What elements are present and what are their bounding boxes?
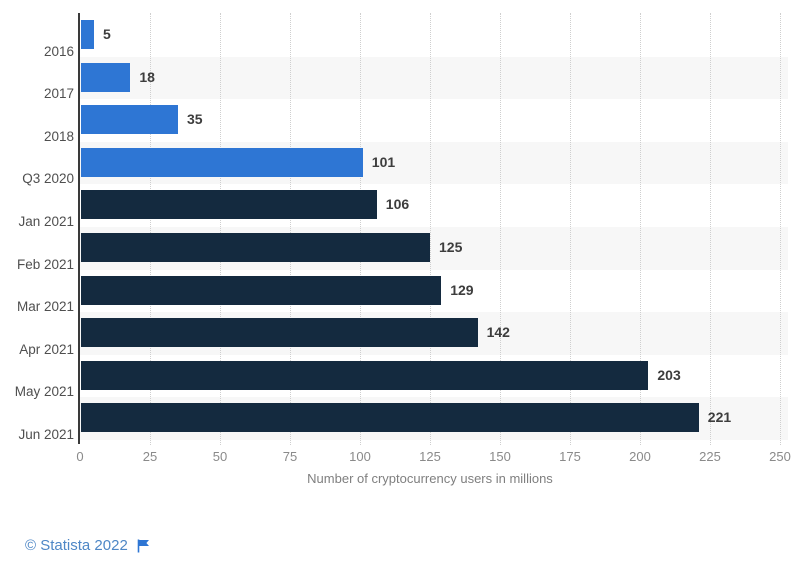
x-tick-label: 75 xyxy=(282,449,298,464)
value-label: 142 xyxy=(486,324,510,341)
gridline xyxy=(500,13,501,445)
category-label: Jan 2021 xyxy=(18,213,74,229)
gridline xyxy=(570,13,571,445)
x-tick-label: 25 xyxy=(142,449,158,464)
bar-apr-2021[interactable] xyxy=(81,318,478,348)
gridline xyxy=(780,13,781,445)
category-label: 2016 xyxy=(43,43,74,59)
value-label: 5 xyxy=(103,26,111,42)
gridline xyxy=(640,13,641,445)
x-tick-label: 225 xyxy=(699,449,721,464)
category-label: Feb 2021 xyxy=(16,256,74,272)
x-tick-label: 150 xyxy=(489,449,511,464)
gridline xyxy=(430,13,431,445)
category-label: Q3 2020 xyxy=(22,171,74,187)
category-label: Apr 2021 xyxy=(19,341,74,357)
gridline xyxy=(290,13,291,445)
chart-band xyxy=(80,14,788,57)
value-label: 203 xyxy=(657,366,681,383)
value-label: 106 xyxy=(385,196,410,213)
category-label: Jun 2021 xyxy=(18,426,74,442)
gridline xyxy=(710,13,711,445)
bar-jun-2021[interactable] xyxy=(81,403,699,433)
x-tick-label: 0 xyxy=(76,449,84,464)
x-tick-label: 50 xyxy=(212,449,228,464)
value-label: 129 xyxy=(450,281,474,298)
bar-2016[interactable] xyxy=(81,20,94,49)
x-tick-label: 250 xyxy=(769,449,791,464)
statista-attribution-link[interactable]: © Statista 2022 xyxy=(25,537,128,554)
category-label: 2018 xyxy=(43,128,74,144)
flag-icon[interactable] xyxy=(137,539,150,553)
value-label: 221 xyxy=(707,409,732,426)
x-tick-label: 100 xyxy=(349,449,371,464)
category-label: 2017 xyxy=(43,86,74,102)
gridline xyxy=(220,13,221,445)
chart-band xyxy=(80,99,788,142)
value-label: 101 xyxy=(371,153,396,170)
value-label: 18 xyxy=(139,68,155,85)
bar-mar-2021[interactable] xyxy=(81,275,442,305)
value-label: 35 xyxy=(187,111,203,128)
y-axis-line xyxy=(78,13,80,444)
bar-2018[interactable] xyxy=(81,105,178,135)
bar-q3-2020[interactable] xyxy=(81,147,363,177)
x-tick-label: 200 xyxy=(629,449,651,464)
category-label: May 2021 xyxy=(14,384,74,400)
gridline xyxy=(360,13,361,445)
value-label: 125 xyxy=(439,239,463,255)
bar-2017[interactable] xyxy=(81,62,131,92)
bar-may-2021[interactable] xyxy=(81,360,649,390)
chart-band xyxy=(80,56,788,100)
x-axis-title: Number of cryptocurrency users in millio… xyxy=(307,471,553,486)
bar-feb-2021[interactable] xyxy=(81,233,430,262)
x-tick-label: 125 xyxy=(419,449,441,464)
footer: © Statista 2022 xyxy=(25,537,150,554)
category-label: Mar 2021 xyxy=(16,299,74,315)
gridline xyxy=(150,13,151,445)
x-tick-label: 175 xyxy=(559,449,581,464)
bar-jan-2021[interactable] xyxy=(81,190,377,220)
